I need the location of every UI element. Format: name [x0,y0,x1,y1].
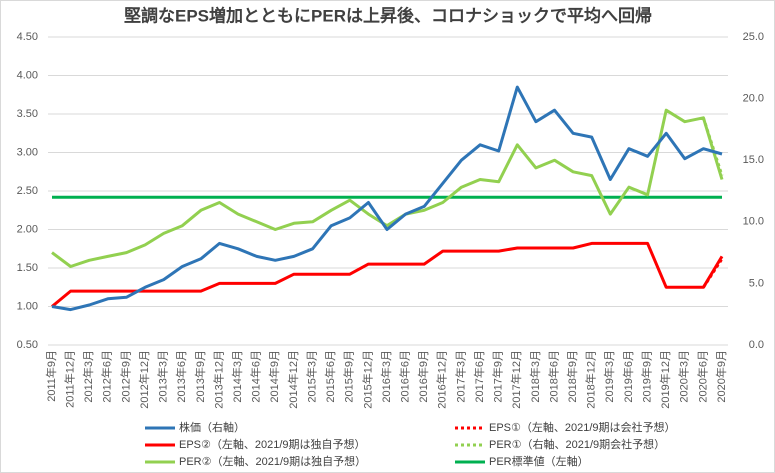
series-line [51,241,724,308]
legend-label: EPS①（左軸、2021/9期は会社予想） [489,420,676,434]
y-tick-label: 1.00 [17,300,38,312]
x-tick-label: 2018年12月 [584,350,598,409]
x-tick-label: 2011年12月 [63,350,77,408]
x-tick-label: 2012年9月 [118,350,132,403]
x-tick-label: 2016年3月 [379,350,393,403]
x-tick-label: 2014年12月 [286,350,300,409]
y2-tick-label: 15.0 [743,154,764,166]
x-tick-label: 2015年12月 [360,350,374,409]
x-tick-label: 2015年3月 [304,350,318,403]
legend-label: PER①（右軸、2021/9期会社予想） [489,437,665,451]
y-tick-label: 4.50 [17,31,38,43]
x-tick-label: 2013年9月 [193,350,207,403]
x-tick-label: 2016年6月 [398,350,412,403]
x-tick-label: 2015年9月 [342,350,356,403]
x-tick-label: 2013年12月 [211,350,225,409]
y2-tick-label: 20.0 [743,93,764,105]
x-tick-label: 2016年12月 [435,350,449,409]
x-tick-label: 2019年12月 [658,350,672,409]
x-tick-label: 2013年6月 [174,350,188,403]
x-tick-label: 2017年12月 [509,350,523,409]
y-tick-label: 3.00 [17,146,38,158]
x-tick-label: 2019年9月 [639,350,653,403]
y-tick-label: 3.50 [17,108,38,120]
x-tick-label: 2019年3月 [602,350,616,403]
x-tick-label: 2014年9月 [267,350,281,403]
y-tick-label: 2.00 [17,223,38,235]
x-tick-label: 2020年9月 [714,350,728,403]
y2-tick-label: 5.0 [749,277,764,289]
x-tick-label: 2012年3月 [81,350,95,403]
x-tick-label: 2014年3月 [230,350,244,403]
x-tick-label: 2020年6月 [695,350,709,403]
x-tick-label: 2018年6月 [546,350,560,403]
legend-label: PER②（左軸、2021/9期は独自予想） [179,454,366,468]
legend-label: PER標準値（左軸） [489,454,589,468]
x-tick-label: 2016年9月 [416,350,430,403]
y2-tick-label: 10.0 [743,216,764,228]
chart-title: 堅調なEPS増加とともにPERは上昇後、コロナショックで平均へ回帰 [124,5,652,25]
y2-tick-label: 25.0 [743,31,764,43]
x-tick-label: 2014年6月 [249,350,263,403]
y-tick-label: 4.00 [17,69,38,81]
x-tick-label: 2015年6月 [323,350,337,403]
series-line [701,117,724,177]
x-tick-label: 2011年9月 [44,350,58,402]
series-line [51,85,723,312]
x-tick-label: 2020年3月 [677,350,691,403]
series-line [51,108,724,268]
x-tick-label: 2017年9月 [491,350,505,403]
x-tick-label: 2012年12月 [137,350,151,409]
y-tick-label: 2.50 [17,185,38,197]
x-tick-label: 2018年3月 [528,350,542,403]
legend-label: EPS②（左軸、2021/9期は独自予想） [179,437,366,451]
x-tick-label: 2013年3月 [156,350,170,403]
y2-tick-label: 0.0 [749,339,764,351]
x-tick-label: 2018年9月 [565,350,579,403]
x-tick-label: 2017年6月 [472,350,486,403]
y-tick-label: 0.50 [17,339,38,351]
x-tick-label: 2012年6月 [100,350,114,403]
legend-label: 株価（右軸） [179,420,245,434]
x-tick-label: 2019年6月 [621,350,635,403]
y-tick-label: 1.50 [17,262,38,274]
x-tick-label: 2017年3月 [453,350,467,403]
